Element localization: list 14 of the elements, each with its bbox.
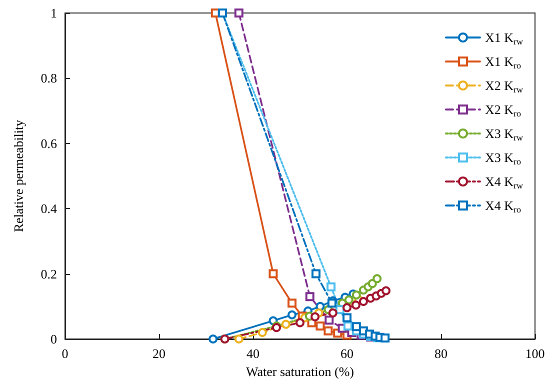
y-tick-label: 0.8 bbox=[40, 70, 57, 86]
x-tick-label: 60 bbox=[340, 346, 354, 361]
y-tick-label: 0.6 bbox=[40, 136, 58, 151]
x-tick-label: 20 bbox=[152, 346, 166, 361]
y-axis-title: Relative permeability bbox=[11, 119, 26, 232]
x-tick-label: 80 bbox=[434, 346, 448, 361]
y-tick-label: 0.2 bbox=[40, 266, 57, 282]
x-tick-label: 40 bbox=[246, 346, 260, 361]
x-axis-title: Water saturation (%) bbox=[246, 364, 354, 379]
y-tick-label: 0 bbox=[50, 332, 57, 346]
y-tick-label: 0.4 bbox=[40, 201, 58, 216]
x-tick-label: 0 bbox=[62, 346, 68, 361]
y-tick-label: 1 bbox=[50, 6, 57, 20]
x-tick-label: 100 bbox=[525, 346, 545, 361]
